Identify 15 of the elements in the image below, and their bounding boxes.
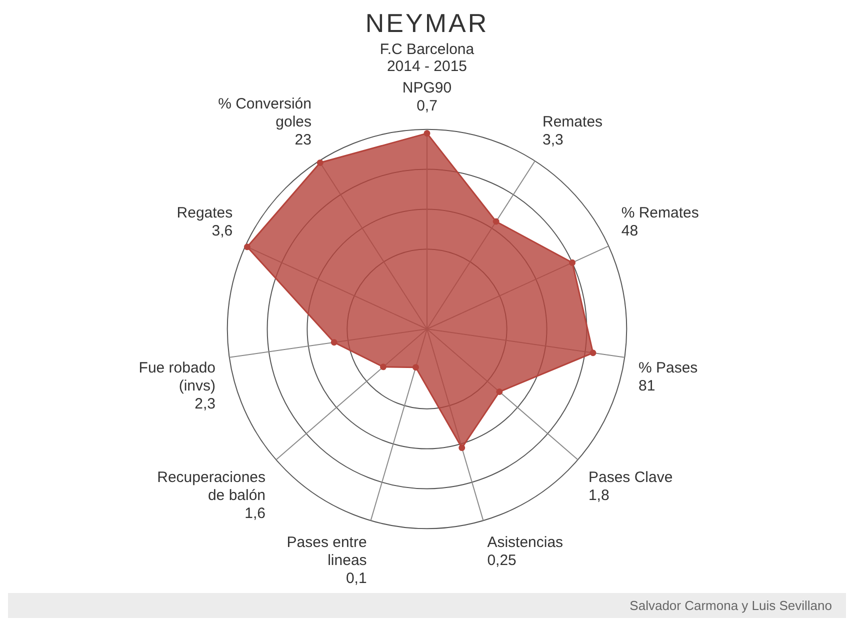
spoke-label: Remates 3,3 — [542, 113, 603, 148]
spoke-label: % Remates 48 — [621, 204, 699, 240]
chart-subtitle: F.C Barcelona — [378, 41, 476, 58]
spoke-label: Fue robado (invs) 2,3 — [138, 360, 216, 413]
spoke-label: Regates 3,6 — [176, 204, 233, 240]
spoke-label: Pases Clave 1,8 — [588, 469, 673, 504]
chart-title: NEYMAR — [364, 8, 490, 39]
text: Salvador Carmona y Luis Sevillano — [630, 598, 832, 613]
spoke-label: % Pases 81 — [638, 360, 698, 395]
spoke-label: % Conversión goles 23 — [218, 95, 312, 148]
spoke-label: Recuperaciones de balón 1,6 — [157, 469, 266, 522]
spoke-label: Pases entre lineas 0,1 — [286, 534, 367, 588]
spoke-label: NPG90 0,7 — [402, 79, 452, 114]
text: 2014 - 2015 — [386, 58, 468, 75]
spoke-label: Asistencias 0,25 — [487, 534, 564, 570]
